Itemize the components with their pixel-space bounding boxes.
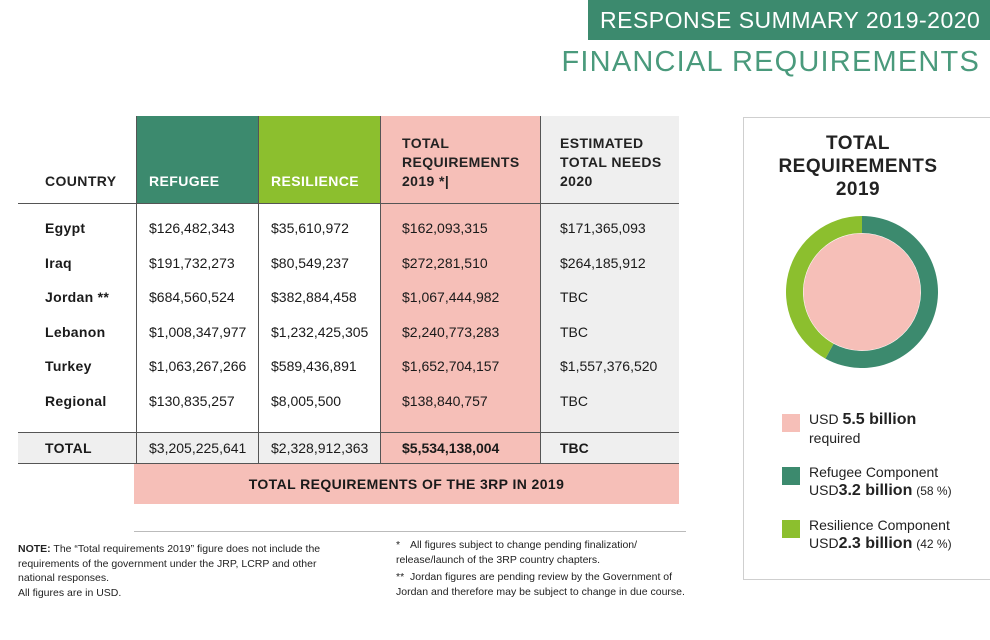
total-resilience: $2,328,912,363 <box>271 440 369 456</box>
cell-refugee: $684,560,524 <box>149 289 235 306</box>
cell-total: $138,840,757 <box>402 393 488 409</box>
panel-title: TOTAL REQUIREMENTS 2019 <box>778 133 938 200</box>
cell-total: $162,093,315 <box>402 220 488 236</box>
cell-country: Regional <box>45 393 107 409</box>
table-row: Iraq $191,732,273 $80,549,237 $272,281,510 $… <box>18 246 679 280</box>
footnote-1: * All figures subject to change pending f… <box>396 539 638 566</box>
cell-resilience: $1,232,425,305 <box>271 323 369 340</box>
cell-total: $2,240,773,283 <box>402 323 500 340</box>
cell-resilience: $8,005,500 <box>271 393 342 409</box>
col-divider <box>258 116 259 464</box>
cell-resilience: $80,549,237 <box>271 254 349 271</box>
requirements-donut-chart <box>786 216 938 368</box>
col-header-estimated-needs: ESTIMATED TOTAL NEEDS 2020 <box>540 116 679 204</box>
header-divider <box>18 203 679 204</box>
cell-refugee: $130,835,257 <box>149 393 235 409</box>
page-banner: RESPONSE SUMMARY 2019-2020 <box>588 0 990 40</box>
table-row: Turkey $1,063,267,266 $589,436,891 $1,652,7… <box>18 349 679 383</box>
cell-refugee: $191,732,273 <box>149 254 235 271</box>
cell-need: $264,185,912 <box>560 254 646 271</box>
cell-resilience: $35,610,972 <box>271 220 349 236</box>
col-divider <box>380 116 381 464</box>
cell-country: Iraq <box>45 254 72 271</box>
col-header-total-requirements: TOTAL REQUIREMENTS 2019 *| <box>380 116 540 204</box>
table-row: Jordan ** $684,560,524 $382,884,458 $1,067,… <box>18 280 679 314</box>
cell-refugee: $126,482,343 <box>149 220 235 236</box>
page-subtitle: FINANCIAL REQUIREMENTS <box>561 46 980 78</box>
table-total-row: TOTAL $3,205,225,641 $2,328,912,363 $5,5… <box>18 432 679 464</box>
legend-swatch-refugee <box>782 467 800 485</box>
total-label: TOTAL <box>45 440 92 456</box>
note-block: NOTE: The “Total requirements 2019” figu… <box>18 542 338 600</box>
total-refugee: $3,205,225,641 <box>149 440 247 456</box>
legend-swatch-total <box>782 414 800 432</box>
total-requirements-bar: TOTAL REQUIREMENTS OF THE 3RP IN 2019 <box>134 464 679 504</box>
col-header-country: COUNTRY <box>45 173 117 189</box>
note-text: The “Total requirements 2019” figure doe… <box>18 543 321 584</box>
donut-slice-resilience-component <box>786 216 862 359</box>
col-header-resilience: RESILIENCE <box>258 116 380 204</box>
cell-resilience: $382,884,458 <box>271 289 357 306</box>
donut-slice-refugee-component <box>825 216 938 368</box>
col-header-refugee: REFUGEE <box>136 116 258 204</box>
total-column-bg <box>380 204 540 435</box>
cell-resilience: $589,436,891 <box>271 358 357 375</box>
table-bottom-divider <box>18 463 679 464</box>
needs-column-bg <box>540 204 679 435</box>
cell-country: Turkey <box>45 358 92 375</box>
table-row: Regional $130,835,257 $8,005,500 $138,840,7… <box>18 384 679 418</box>
total-requirements: $5,534,138,004 <box>402 440 500 456</box>
footnote-separator <box>134 531 686 532</box>
cell-refugee: $1,063,267,266 <box>149 358 247 375</box>
table-row: Lebanon $1,008,347,977 $1,232,425,305 $2,24… <box>18 315 679 349</box>
cell-need: TBC <box>560 393 588 409</box>
cell-need: $171,365,093 <box>560 220 646 236</box>
cell-total: $1,652,704,157 <box>402 358 500 375</box>
col-divider <box>540 116 541 464</box>
summary-panel: TOTAL REQUIREMENTS 2019 USD 5.5 billion … <box>743 117 990 580</box>
note-lead: NOTE: <box>18 543 51 555</box>
cell-refugee: $1,008,347,977 <box>149 323 247 340</box>
cell-need: TBC <box>560 323 588 340</box>
footnote-2: ** Jordan figures are pending review by t… <box>396 571 685 598</box>
total-needs: TBC <box>560 440 589 456</box>
cell-country: Jordan ** <box>45 289 110 306</box>
legend-swatch-resilience <box>782 520 800 538</box>
cell-need: $1,557,376,520 <box>560 358 658 375</box>
table-row: Egypt $126,482,343 $35,610,972 $162,093,315… <box>18 211 679 245</box>
cell-total: $1,067,444,982 <box>402 289 500 306</box>
cell-country: Egypt <box>45 220 86 236</box>
note-units: All figures are in USD. <box>18 586 122 599</box>
cell-total: $272,281,510 <box>402 254 488 271</box>
donut-center <box>803 233 921 351</box>
col-divider <box>136 116 137 464</box>
cell-need: TBC <box>560 289 588 306</box>
cell-country: Lebanon <box>45 323 106 340</box>
